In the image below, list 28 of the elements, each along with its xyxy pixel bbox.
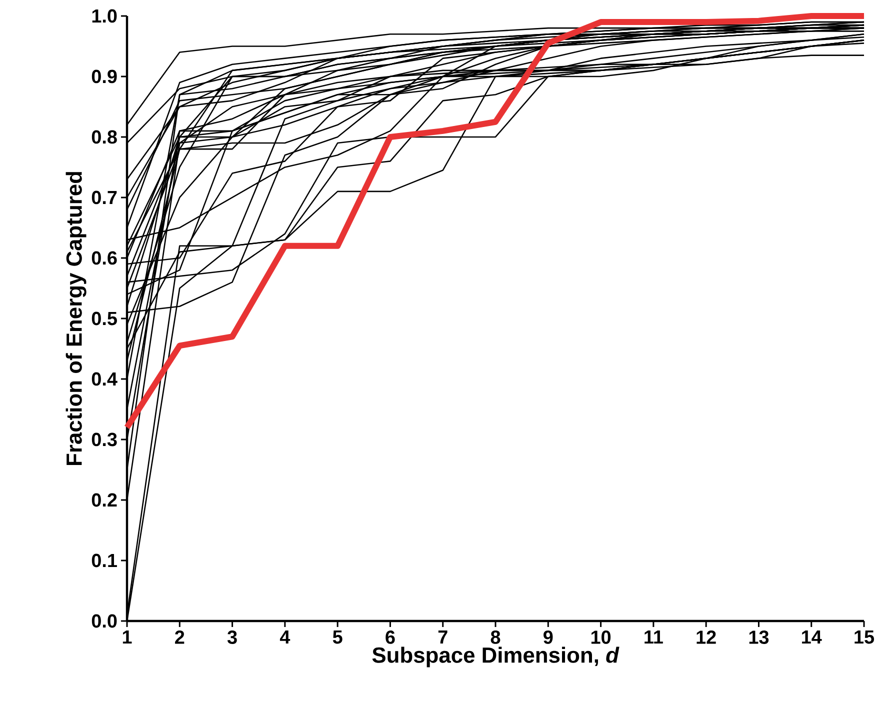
y-tick-label: 0.6	[92, 251, 117, 265]
x-tick-label: 14	[802, 630, 822, 644]
x-tick-label: 6	[386, 630, 395, 644]
x-tick-label: 8	[490, 630, 500, 644]
x-tick-label: 7	[438, 630, 448, 644]
y-tick-label: 0.7	[92, 190, 117, 204]
x-tick-label: 9	[544, 630, 553, 644]
y-tick-label: 0.2	[92, 493, 117, 507]
x-tick-label: 4	[280, 630, 290, 644]
x-tick-label: 2	[175, 630, 184, 644]
y-tick-label: 0.0	[92, 614, 117, 628]
x-tick-label: 15	[854, 630, 874, 644]
x-tick-label: 13	[749, 630, 769, 644]
y-tick-label: 1.0	[92, 9, 117, 23]
y-axis-title: Fraction of Energy Captured	[66, 172, 86, 465]
x-tick-label: 11	[644, 630, 663, 644]
y-tick-label: 0.9	[92, 70, 117, 84]
y-tick-label: 0.4	[92, 372, 118, 386]
x-tick-label: 12	[696, 630, 716, 644]
x-tick-label: 1	[122, 630, 132, 644]
y-tick-label: 0.3	[92, 432, 117, 446]
x-tick-label: 5	[332, 630, 342, 644]
y-tick-label: 0.5	[92, 312, 117, 326]
x-tick-label: 3	[227, 630, 237, 644]
x-tick-label: 10	[591, 630, 611, 644]
y-tick-label: 0.8	[92, 130, 117, 144]
y-tick-label: 0.1	[92, 554, 117, 568]
x-axis-title: Subspace Dimension, d	[372, 646, 620, 668]
